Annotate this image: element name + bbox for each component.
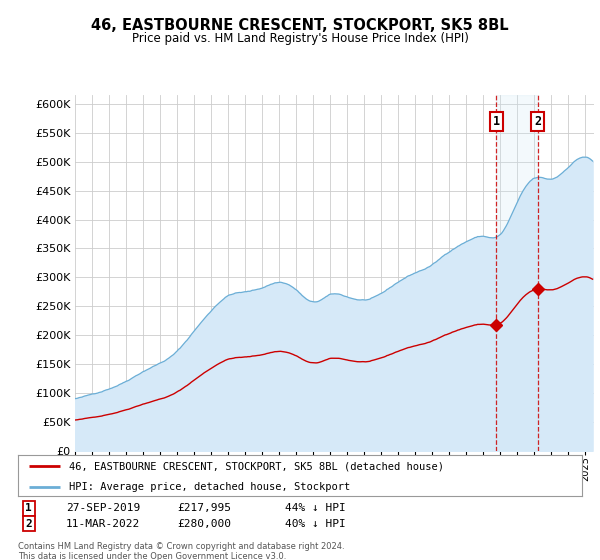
Text: 1: 1 [493,115,500,128]
Text: 44% ↓ HPI: 44% ↓ HPI [285,503,346,514]
Text: 27-SEP-2019: 27-SEP-2019 [66,503,140,514]
Text: 1: 1 [25,503,32,514]
Text: 2: 2 [25,519,32,529]
Text: £217,995: £217,995 [177,503,231,514]
Bar [496,95,538,451]
Text: 46, EASTBOURNE CRESCENT, STOCKPORT, SK5 8BL (detached house): 46, EASTBOURNE CRESCENT, STOCKPORT, SK5 … [69,461,444,471]
Text: 40% ↓ HPI: 40% ↓ HPI [285,519,346,529]
Text: HPI: Average price, detached house, Stockport: HPI: Average price, detached house, Stoc… [69,482,350,492]
Text: 11-MAR-2022: 11-MAR-2022 [66,519,140,529]
Text: £280,000: £280,000 [177,519,231,529]
Text: 46, EASTBOURNE CRESCENT, STOCKPORT, SK5 8BL: 46, EASTBOURNE CRESCENT, STOCKPORT, SK5 … [91,18,509,32]
Text: Contains HM Land Registry data © Crown copyright and database right 2024.
This d: Contains HM Land Registry data © Crown c… [18,542,344,560]
Text: Price paid vs. HM Land Registry's House Price Index (HPI): Price paid vs. HM Land Registry's House … [131,31,469,45]
Text: 2: 2 [534,115,541,128]
